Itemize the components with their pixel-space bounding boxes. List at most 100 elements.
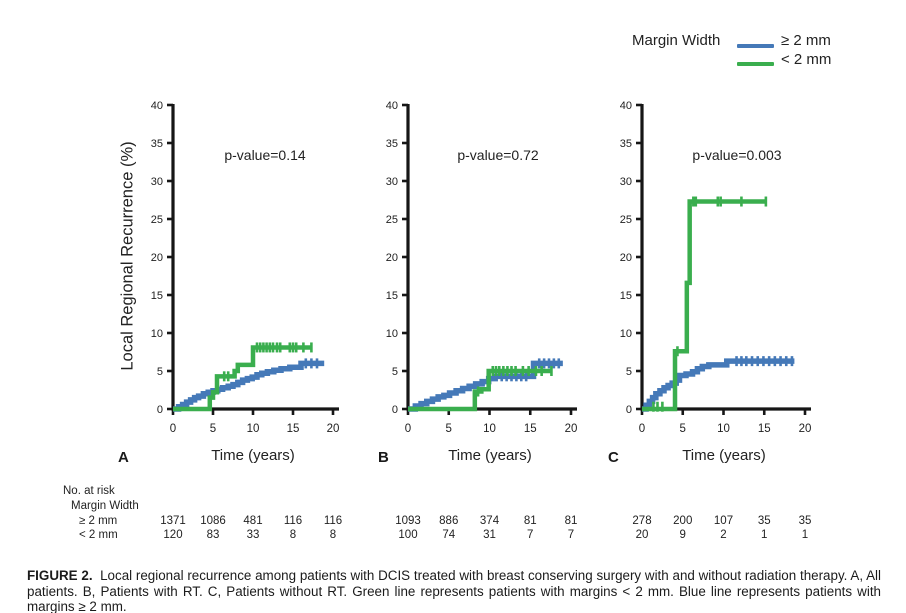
risk-count: 81 xyxy=(523,515,537,527)
x-tick-label: 15 xyxy=(287,423,300,435)
y-tick-label: 20 xyxy=(620,252,632,264)
y-tick-label: 5 xyxy=(392,366,398,378)
risk-count: 116 xyxy=(323,515,343,527)
risk-count: 120 xyxy=(163,529,183,541)
figure-caption-label: FIGURE 2. xyxy=(27,568,93,584)
x-tick-label: 0 xyxy=(639,423,645,435)
risk-count: 1 xyxy=(761,529,768,541)
legend-line-ge2mm-icon xyxy=(737,44,774,48)
y-tick-label: 35 xyxy=(620,138,632,150)
y-tick-label: 15 xyxy=(151,290,163,302)
risk-count: 116 xyxy=(283,515,303,527)
risk-count: 374 xyxy=(479,515,500,527)
x-tick-label: 20 xyxy=(799,423,812,435)
y-tick-label: 5 xyxy=(157,366,163,378)
panel-letter-a: A xyxy=(118,449,129,466)
x-axis-label-c: Time (years) xyxy=(682,447,766,464)
y-tick-label: 40 xyxy=(386,100,398,112)
x-tick-label: 15 xyxy=(524,423,537,435)
x-tick-label: 0 xyxy=(170,423,176,435)
x-tick-label: 5 xyxy=(446,423,452,435)
risk-count: 107 xyxy=(713,515,734,527)
risk-count: 1093 xyxy=(395,515,421,527)
x-tick-label: 20 xyxy=(327,423,340,435)
legend-label-ge2mm: ≥ 2 mm xyxy=(781,32,831,49)
risk-count: 2 xyxy=(720,529,727,541)
y-tick-label: 0 xyxy=(157,404,163,416)
risk-count: 278 xyxy=(632,515,652,527)
km-curve-lt2mm xyxy=(408,368,553,412)
risk-table-title: No. at risk xyxy=(63,485,115,497)
risk-count: 1371 xyxy=(160,515,186,527)
risk-count: 100 xyxy=(398,529,418,541)
risk-count: 7 xyxy=(527,529,534,541)
x-axis-label-a: Time (years) xyxy=(211,447,295,464)
risk-count: 1 xyxy=(801,529,809,541)
km-chart-panel-b: 0 5 10 15 20 25 30 35 40 0 5 10 15 20 xyxy=(386,100,578,435)
legend-title: Margin Width xyxy=(632,32,721,49)
km-curve-lt2mm xyxy=(642,199,767,412)
risk-count: 481 xyxy=(243,515,263,527)
risk-count: 33 xyxy=(246,529,260,541)
y-tick-label: 30 xyxy=(620,176,632,188)
x-tick-label: 20 xyxy=(565,423,578,435)
risk-row-label-ge2mm: ≥ 2 mm xyxy=(79,515,118,527)
risk-row-label-lt2mm: < 2 mm xyxy=(79,529,118,541)
km-chart-panel-a: 0 5 10 15 20 25 30 35 40 0 5 10 15 20 xyxy=(151,100,340,435)
risk-count: 200 xyxy=(673,515,693,527)
risk-count: 74 xyxy=(442,529,456,541)
y-tick-label: 10 xyxy=(386,328,398,340)
km-curve-ge2mm xyxy=(642,358,795,412)
y-tick-label: 0 xyxy=(392,404,398,416)
y-tick-label: 40 xyxy=(620,100,632,112)
panel-letter-b: B xyxy=(378,449,389,466)
km-chart-panel-c: 0 5 10 15 20 25 30 35 40 0 5 10 15 20 xyxy=(620,100,812,435)
x-tick-label: 5 xyxy=(680,423,686,435)
km-curve-lt2mm xyxy=(173,345,313,412)
p-value-panel-b: p-value=0.72 xyxy=(457,147,539,163)
y-tick-label: 25 xyxy=(620,214,632,226)
y-tick-label: 0 xyxy=(626,404,632,416)
x-tick-label: 10 xyxy=(247,423,260,435)
figure-caption-text: Local regional recurrence among patients… xyxy=(27,568,881,613)
y-tick-label: 30 xyxy=(386,176,398,188)
y-tick-label: 20 xyxy=(151,252,163,264)
risk-count: 1086 xyxy=(200,515,226,527)
y-tick-label: 30 xyxy=(151,176,163,188)
risk-count: 35 xyxy=(798,515,812,527)
y-tick-label: 20 xyxy=(386,252,398,264)
risk-table-subtitle: Margin Width xyxy=(71,500,139,512)
x-tick-label: 0 xyxy=(405,423,411,435)
p-value-panel-c: p-value=0.003 xyxy=(692,147,782,163)
risk-count: 35 xyxy=(757,515,771,527)
risk-count: 8 xyxy=(289,529,297,541)
risk-count: 31 xyxy=(483,529,496,541)
risk-count: 8 xyxy=(329,529,337,541)
y-tick-label: 25 xyxy=(151,214,163,226)
risk-count: 81 xyxy=(564,515,578,527)
y-tick-label: 25 xyxy=(386,214,398,226)
risk-count: 83 xyxy=(206,529,220,541)
legend-label-lt2mm: < 2 mm xyxy=(781,51,832,68)
y-tick-label: 40 xyxy=(151,100,163,112)
risk-count: 7 xyxy=(567,529,575,541)
y-tick-label: 15 xyxy=(620,290,632,302)
y-tick-label: 10 xyxy=(151,328,163,340)
y-tick-label: 5 xyxy=(626,366,632,378)
p-value-panel-a: p-value=0.14 xyxy=(224,147,306,163)
risk-count: 20 xyxy=(635,529,649,541)
risk-count: 886 xyxy=(439,515,459,527)
x-axis-label-b: Time (years) xyxy=(448,447,532,464)
y-tick-label: 15 xyxy=(386,290,398,302)
risk-count: 9 xyxy=(679,529,686,541)
x-tick-label: 15 xyxy=(758,423,771,435)
y-tick-label: 35 xyxy=(386,138,398,150)
km-curve-ge2mm xyxy=(173,360,325,412)
x-tick-label: 10 xyxy=(717,423,730,435)
figure-caption: FIGURE 2. Local regional recurrence amon… xyxy=(27,568,881,613)
x-tick-label: 10 xyxy=(483,423,496,435)
legend-line-lt2mm-icon xyxy=(737,62,774,66)
y-tick-label: 35 xyxy=(151,138,163,150)
x-tick-label: 5 xyxy=(210,423,216,435)
